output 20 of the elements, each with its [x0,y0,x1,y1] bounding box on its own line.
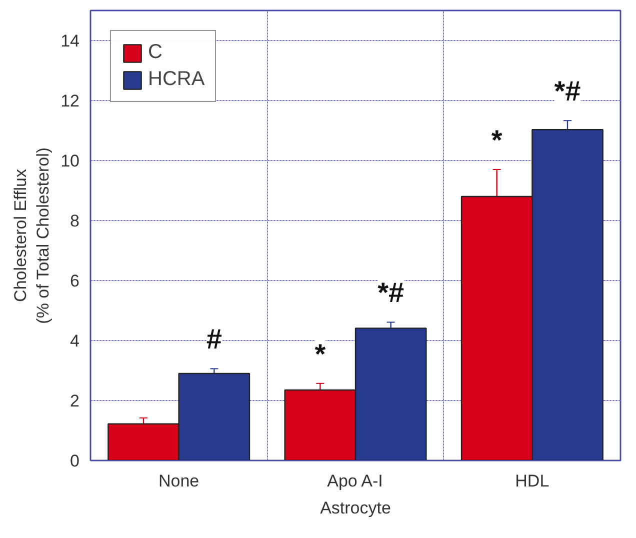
y-tick-label: 12 [60,92,80,110]
x-tick-label: HDL [515,472,550,490]
legend-label: C [148,41,164,64]
y-axis-title: Cholesterol Efflux (% of Total Cholesterol) [10,147,53,324]
x-tick-label: None [158,472,200,490]
annotation: *# [554,76,582,107]
y-tick-label: 8 [70,212,80,230]
y-tick-label: 10 [60,152,80,170]
y-tick-label: 2 [70,392,80,410]
annotation: # [206,324,222,355]
x-tick-label: Apo A-I [327,472,383,490]
annotation: * [314,338,326,370]
y-tick-label: 6 [70,272,80,290]
annotation: *# [378,277,404,308]
y-tick-label: 0 [70,452,80,470]
annotation: * [491,124,502,156]
y-tick-label: 14 [60,32,80,50]
y-tick-label: 4 [70,332,80,350]
x-axis-title: Astrocyte [320,498,391,518]
legend-label: HCRA [148,68,205,91]
